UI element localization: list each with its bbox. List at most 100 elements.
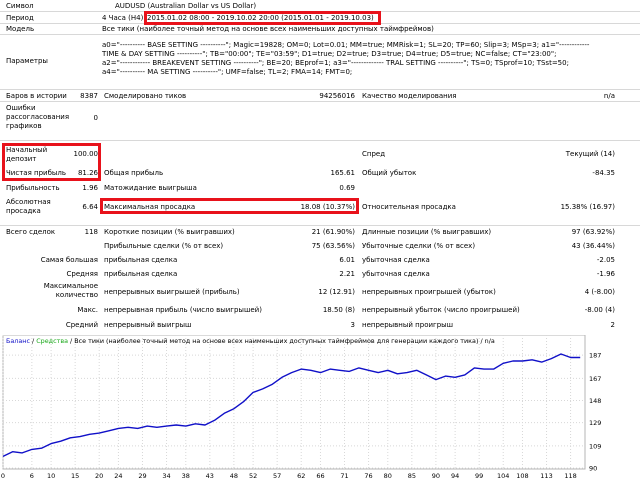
bars-value: 8387: [80, 92, 98, 100]
expected-label: Матожидание выигрыша: [104, 184, 197, 192]
x-tick-label: 71: [340, 472, 348, 480]
params-line: a0="---------- BASE SETTING ----------";…: [102, 41, 590, 49]
row-separator: [0, 101, 640, 102]
x-tick-label: 94: [451, 472, 459, 480]
model-value: Все тики (наиболее точный метод на основ…: [102, 25, 434, 33]
short-value: 21 (61.90%): [311, 228, 355, 236]
x-tick-label: 38: [182, 472, 190, 480]
largest-label: Самая большая: [40, 256, 98, 264]
spread-label: Спред: [362, 150, 386, 158]
profit-trades-label: Прибыльные сделки (% от всех): [104, 242, 224, 250]
avg-consecutive-label: Средний: [65, 321, 98, 329]
x-tick-label: 20: [95, 472, 103, 480]
profitfactor-value: 1.96: [82, 184, 98, 192]
x-tick-label: 66: [316, 472, 324, 480]
max-losses-value: -8.00 (4): [584, 306, 615, 314]
avg-consecutive-losses-value: 2: [610, 321, 615, 329]
y-tick-label: 187: [589, 352, 601, 360]
bars-label: Баров в истории: [6, 92, 67, 100]
ticks-label: Смоделировано тиков: [104, 92, 187, 100]
loss-trades-label: Убыточные сделки (% от всех): [362, 242, 476, 250]
period-timeframe: 4 Часа (H4): [102, 14, 144, 22]
deposit-label: Начальный депозит: [6, 146, 48, 163]
row-separator: [0, 89, 640, 90]
long-value: 97 (63.92%): [571, 228, 615, 236]
ticks-value: 94256016: [319, 92, 355, 100]
x-tick-label: 15: [71, 472, 79, 480]
maxcount-wins-value: 12 (12.91): [318, 288, 355, 296]
average-profit-label: прибыльная сделка: [104, 270, 178, 278]
average-label: Средняя: [66, 270, 98, 278]
row-separator: [0, 23, 640, 24]
caption-separator: /: [30, 337, 37, 345]
trades-label: Всего сделок: [6, 228, 56, 236]
grossloss-value: -84.35: [592, 169, 615, 177]
period-value: 2015.01.02 08:00 - 2019.10.02 20:00 (201…: [147, 14, 374, 22]
max-losses-label: непрерывный убыток (число проигрышей): [362, 306, 520, 314]
grossprofit-label: Общая прибыль: [104, 169, 164, 177]
x-tick-label: 85: [408, 472, 416, 480]
symbol-label: Символ: [6, 2, 34, 10]
model-label: Модель: [6, 25, 35, 33]
params-line: TIME & DAY SETTING ----------"; TB="00:0…: [102, 50, 557, 58]
caption-rest: / Все тики (наиболее точный метод на осн…: [68, 337, 495, 345]
expected-value: 0.69: [339, 184, 355, 192]
max-label: Макс.: [77, 306, 98, 314]
x-tick-labels: 0 6 10 15 20 24 29 34 38 43 48 52 57 62 66 71 76 80 85 90 94…: [1, 472, 577, 480]
absdd-label: Абсолютная просадка: [6, 198, 51, 215]
maxcount-label: Максимальное количество: [43, 282, 98, 299]
caption-balance: Баланс: [6, 337, 30, 345]
netprofit-value: 81.26: [77, 169, 98, 177]
avg-consecutive-wins-label: непрерывный выигрыш: [104, 321, 192, 329]
x-tick-label: 90: [432, 472, 440, 480]
period-label: Период: [6, 14, 34, 22]
y-tick-label: 148: [589, 397, 601, 405]
mismatch-value: 0: [93, 114, 98, 122]
x-tick-label: 57: [273, 472, 281, 480]
avg-consecutive-losses-label: непрерывный проигрыш: [362, 321, 454, 329]
chart-caption: Баланс / Средства / Все тики (наиболее т…: [6, 337, 495, 346]
profitfactor-label: Прибыльность: [6, 184, 60, 192]
y-tick-label: 109: [589, 442, 601, 450]
row-separator: [0, 34, 640, 35]
params-label: Параметры: [6, 57, 48, 65]
y-tick-label: 129: [589, 419, 601, 427]
grossprofit-value: 165.61: [330, 169, 356, 177]
quality-value: n/a: [603, 92, 615, 100]
mismatch-label: Ошибки рассогласования графиков: [6, 104, 70, 130]
x-tick-label: 113: [540, 472, 552, 480]
largest-loss-label: убыточная сделка: [362, 256, 430, 264]
params-line: a4="---------- MA SETTING ----------"; U…: [102, 68, 353, 76]
balance-chart: 0 6 10 15 20 24 29 34 38 43 48 52 57 62 66 71 76 80 85 90 94…: [0, 334, 640, 480]
average-profit-value: 2.21: [339, 270, 355, 278]
netprofit-label: Чистая прибыль: [6, 169, 67, 177]
x-tick-label: 6: [30, 472, 34, 480]
maxcount-losses-label: непрерывных проигрышей (убыток): [362, 288, 496, 296]
grossloss-label: Общий убыток: [362, 169, 417, 177]
maxdd-value: 18.08 (10.37%): [300, 203, 355, 211]
symbol-value: AUDUSD (Australian Dollar vs US Dollar): [115, 2, 257, 10]
x-tick-label: 108: [516, 472, 528, 480]
row-separator: [0, 225, 640, 226]
x-tick-label: 43: [206, 472, 214, 480]
reldd-label: Относительная просадка: [362, 203, 456, 211]
balance-chart-svg: 0 6 10 15 20 24 29 34 38 43 48 52 57 62 66 71 76 80 85 90 94…: [1, 334, 601, 480]
row-separator: [0, 140, 640, 141]
x-tick-label: 52: [249, 472, 257, 480]
largest-profit-value: 6.01: [339, 256, 355, 264]
absdd-value: 6.64: [82, 203, 98, 211]
x-tick-label: 99: [475, 472, 483, 480]
x-tick-label: 104: [497, 472, 509, 480]
average-loss-value: -1.96: [596, 270, 615, 278]
long-label: Длинные позиции (% выигравших): [362, 228, 492, 236]
x-tick-label: 34: [162, 472, 170, 480]
y-tick-label: 167: [589, 375, 601, 383]
x-tick-label: 62: [297, 472, 305, 480]
maxcount-losses-value: 4 (-8.00): [584, 288, 615, 296]
max-wins-label: непрерывная прибыль (число выигрышей): [104, 306, 262, 314]
chart-lines: [2, 353, 581, 458]
balance-series-line: [2, 353, 581, 458]
y-tick-label: 90: [589, 465, 597, 473]
x-tick-label: 24: [114, 472, 122, 480]
x-tick-label: 0: [1, 472, 5, 480]
